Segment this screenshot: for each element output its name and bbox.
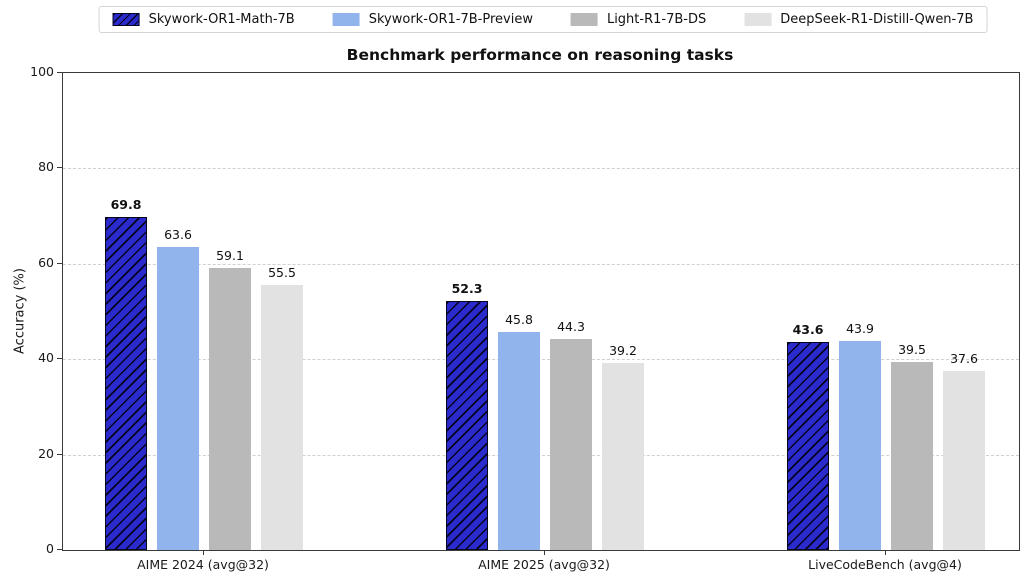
y-tick-label: 100 (30, 64, 54, 79)
bar-deepseek-r1-distill-qwen-7b-group3 (943, 370, 985, 550)
legend-item-4: DeepSeek-R1-Distill-Qwen-7B (744, 12, 973, 27)
legend-swatch-icon (570, 13, 598, 26)
bar-skywork-or1-7b-preview-group1 (157, 246, 199, 550)
bar-deepseek-r1-distill-qwen-7b-group2 (602, 363, 644, 550)
bar-skywork-or1-math-7b-group2 (446, 300, 488, 550)
y-axis-label: Accuracy (%) (12, 268, 28, 354)
y-tick-mark (57, 72, 62, 73)
value-label: 69.8 (110, 197, 142, 213)
y-tick-mark (57, 167, 62, 169)
legend-label: Light-R1-7B-DS (606, 12, 707, 27)
bar-skywork-or1-7b-preview-group3 (839, 340, 881, 550)
legend-item-3: Light-R1-7B-DS (570, 12, 707, 27)
bar-deepseek-r1-distill-qwen-7b-group1 (261, 285, 303, 550)
value-label: 55.5 (268, 265, 296, 281)
legend-label: DeepSeek-R1-Distill-Qwen-7B (780, 12, 974, 27)
y-tick-label: 80 (38, 159, 54, 175)
x-tick-label: AIME 2025 (avg@32) (478, 557, 610, 572)
value-label: 37.6 (950, 350, 978, 366)
legend-label: Skywork-OR1-Math-7B (148, 12, 295, 27)
bar-skywork-or1-math-7b-group1 (105, 217, 147, 550)
value-label: 45.8 (505, 311, 533, 327)
legend-label: Skywork-OR1-7B-Preview (368, 12, 533, 27)
legend-swatch-icon (332, 13, 360, 26)
value-label: 44.3 (557, 318, 585, 334)
bar-light-r1-7b-ds-group1 (209, 268, 251, 550)
value-label: 39.5 (898, 341, 926, 357)
bar-skywork-or1-7b-preview-group2 (498, 331, 540, 550)
value-label: 39.2 (609, 343, 637, 359)
x-tick-label: LiveCodeBench (avg@4) (808, 557, 962, 572)
y-tick-label: 40 (38, 350, 54, 366)
y-tick-mark (57, 453, 62, 455)
legend-swatch-icon (112, 13, 140, 26)
gridline (63, 359, 1019, 361)
bar-light-r1-7b-ds-group2 (550, 338, 592, 550)
value-label: 63.6 (164, 226, 192, 242)
gridline (63, 168, 1019, 170)
bar-light-r1-7b-ds-group3 (891, 361, 933, 550)
y-tick-mark (57, 262, 62, 264)
y-tick-mark (57, 549, 62, 550)
x-tick-mark (544, 550, 545, 555)
x-tick-mark (885, 550, 886, 555)
gridline (63, 454, 1019, 456)
y-tick-label: 20 (38, 445, 54, 461)
chart-legend: Skywork-OR1-Math-7B Skywork-OR1-7B-Previe… (98, 6, 988, 33)
value-label: 52.3 (451, 280, 483, 296)
value-label: 43.9 (846, 320, 874, 336)
legend-item-2: Skywork-OR1-7B-Preview (332, 12, 533, 27)
legend-item-1: Skywork-OR1-Math-7B (112, 12, 295, 27)
gridline (63, 263, 1019, 265)
y-tick-label: 0 (46, 541, 54, 556)
chart-title: Benchmark performance on reasoning tasks (346, 46, 734, 64)
plot-area: 69.8 63.6 59.1 55.5 52.3 45.8 44.3 39.2 43.6 43.9… (62, 72, 1020, 551)
y-tick-label: 60 (38, 254, 54, 270)
legend-swatch-icon (744, 13, 772, 26)
bar-skywork-or1-math-7b-group3 (787, 342, 829, 550)
value-label: 43.6 (792, 322, 824, 338)
y-tick-mark (57, 358, 62, 360)
value-label: 59.1 (216, 248, 244, 264)
x-tick-mark (203, 550, 204, 555)
x-tick-label: AIME 2024 (avg@32) (137, 557, 269, 572)
